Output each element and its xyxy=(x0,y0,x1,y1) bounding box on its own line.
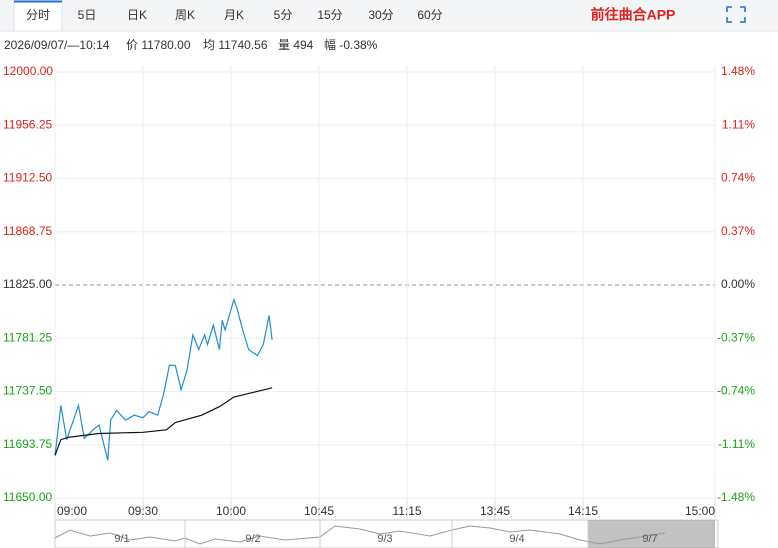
y2-tick-label: 1.11% xyxy=(722,117,755,131)
tab[interactable]: 分时 xyxy=(26,8,50,22)
y-tick-label: 11693.75 xyxy=(3,437,52,451)
info-item: 价 11780.00 xyxy=(126,38,191,52)
navigator-date: 9/1 xyxy=(114,533,129,545)
tab[interactable]: 日K xyxy=(127,8,147,22)
navigator-dividers xyxy=(184,520,589,548)
x-tick-label: 09:30 xyxy=(128,504,158,518)
x-tick-label: 11:15 xyxy=(392,504,421,518)
navigator-date: 9/7 xyxy=(642,533,657,545)
x-tick-label: 13:45 xyxy=(480,504,510,518)
x-tick-label: 15:00 xyxy=(685,504,715,518)
x-tick-label: 14:15 xyxy=(568,504,598,518)
x-tick-label: 09:00 xyxy=(57,504,87,518)
y-tick-label: 12000.00 xyxy=(3,64,53,78)
y-tick-label: 11868.75 xyxy=(3,224,52,238)
info-item: 2026/09/07/—10:14 xyxy=(4,38,110,52)
fullscreen-icon[interactable] xyxy=(726,6,746,23)
x-tick-label: 10:00 xyxy=(216,504,246,518)
y2-tick-label: -1.48% xyxy=(717,490,755,504)
y2-tick-label: -0.37% xyxy=(717,330,755,344)
tab[interactable]: 5分 xyxy=(274,8,293,22)
y-tick-label: 11825.00 xyxy=(3,277,52,291)
series-line xyxy=(54,297,273,461)
tab[interactable]: 5日 xyxy=(78,8,97,22)
info-item: 幅 -0.38% xyxy=(324,37,378,52)
tab[interactable]: 60分 xyxy=(417,8,442,22)
y2-tick-label: 0.74% xyxy=(721,171,755,185)
navigator-date: 9/4 xyxy=(509,533,524,545)
info-item: 均 11740.56 xyxy=(203,38,268,52)
series-line xyxy=(54,387,273,456)
tab[interactable]: 30分 xyxy=(368,8,393,22)
navigator-date: 9/2 xyxy=(245,533,260,545)
tab[interactable]: 15分 xyxy=(317,8,342,22)
y2-tick-label: 0.00% xyxy=(721,277,755,291)
y-tick-label: 11781.25 xyxy=(3,330,52,344)
y-tick-label: 11956.25 xyxy=(3,117,52,131)
y2-tick-label: -0.74% xyxy=(717,384,755,398)
info-item: 量 494 xyxy=(278,38,314,52)
y2-tick-label: 1.48% xyxy=(721,64,755,78)
navigator-line xyxy=(54,525,666,545)
navigator-date: 9/3 xyxy=(377,533,392,545)
y2-tick-label: -1.11% xyxy=(718,437,755,451)
active-tab-bg xyxy=(13,0,63,32)
app-link[interactable]: 前往曲合APP xyxy=(591,7,676,23)
y2-tick-label: 0.37% xyxy=(721,224,755,238)
navigator-window[interactable] xyxy=(588,520,715,548)
x-tick-label: 10:45 xyxy=(304,504,334,518)
y-tick-label: 11650.00 xyxy=(3,490,52,504)
y-tick-label: 11912.50 xyxy=(3,171,52,185)
tab[interactable]: 周K xyxy=(175,8,195,22)
y-tick-label: 11737.50 xyxy=(3,384,52,398)
tab[interactable]: 月K xyxy=(224,8,244,22)
tab-bar xyxy=(0,0,778,31)
